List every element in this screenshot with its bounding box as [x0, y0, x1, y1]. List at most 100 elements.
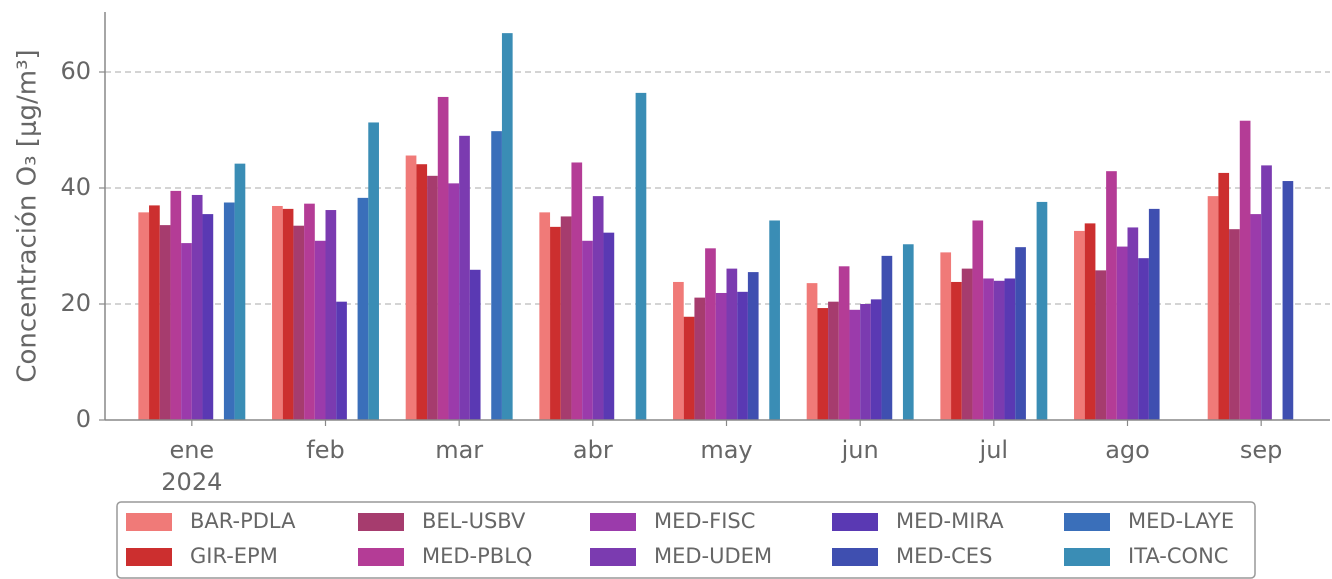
bar: [282, 208, 294, 420]
bar: [149, 205, 160, 420]
x-tick-label: abr: [573, 436, 613, 464]
bar: [828, 301, 839, 420]
bar: [325, 210, 337, 420]
bar: [838, 266, 850, 420]
bar: [1250, 214, 1262, 420]
y-axis-label: Concentración O₃ [μg/m³]: [13, 49, 43, 382]
legend-swatch: [1064, 548, 1110, 566]
legend-label: MED-CES: [896, 544, 992, 568]
bar: [737, 291, 748, 420]
y-tick-label: 40: [60, 173, 91, 201]
bar: [694, 297, 706, 420]
y-tick-label: 0: [76, 405, 91, 433]
bar: [881, 255, 893, 420]
bar: [571, 162, 583, 421]
bar: [860, 304, 871, 420]
bar: [1015, 247, 1026, 420]
y-tick-label: 20: [60, 289, 91, 317]
bar: [993, 280, 1005, 420]
bar: [1229, 229, 1240, 420]
bar: [191, 194, 203, 420]
bar: [1095, 270, 1107, 420]
bar: [849, 309, 861, 420]
bar: [234, 163, 246, 420]
bar: [961, 268, 973, 420]
legend-swatch: [832, 513, 878, 531]
bar: [304, 203, 315, 420]
legend-swatch: [126, 513, 172, 531]
bar: [560, 216, 572, 420]
legend-label: MED-PBLQ: [422, 544, 532, 568]
bar: [448, 183, 460, 420]
bar: [715, 292, 727, 420]
bar: [368, 122, 379, 421]
bar: [1218, 172, 1230, 420]
bar: [673, 281, 684, 420]
x-tick-label: may: [700, 436, 752, 464]
bar: [582, 240, 593, 420]
bar: [501, 33, 513, 420]
bar: [1148, 208, 1160, 420]
bar: [817, 308, 829, 420]
bar: [1138, 258, 1149, 420]
bar: [902, 244, 914, 420]
legend-label: GIR-EPM: [190, 544, 278, 568]
bar: [983, 278, 994, 420]
legend-label: MED-FISC: [654, 509, 755, 533]
legend-label: ITA-CONC: [1128, 544, 1228, 568]
bar: [1106, 171, 1117, 420]
bar: [951, 281, 962, 420]
bar: [405, 155, 417, 420]
legend-swatch: [590, 548, 636, 566]
legend-label: MED-LAYE: [1128, 509, 1234, 533]
bar: [170, 190, 182, 420]
legend-swatch: [358, 513, 404, 531]
bar: [940, 252, 952, 420]
bar: [491, 131, 502, 420]
x-tick-label: sep: [1240, 436, 1283, 464]
bar: [1207, 196, 1219, 420]
legend-swatch: [832, 548, 878, 566]
legend-label: MED-MIRA: [896, 509, 1004, 533]
legend-swatch: [126, 548, 172, 566]
bar: [357, 197, 369, 420]
bar: [1282, 181, 1294, 420]
bar: [870, 299, 882, 420]
x-tick-label: ago: [1105, 436, 1150, 464]
bar: [416, 164, 428, 420]
bar: [202, 214, 214, 420]
bar: [159, 225, 171, 420]
bar: [806, 283, 818, 420]
bar: [293, 225, 305, 420]
x-tick-label: ene: [169, 436, 214, 464]
x-tick-label: jun: [841, 436, 879, 464]
x-tick-sublabel: 2024: [161, 468, 222, 496]
legend-label: MED-UDEM: [654, 544, 772, 568]
bar: [1261, 165, 1272, 420]
bar: [747, 272, 759, 420]
legend-swatch: [590, 513, 636, 531]
bar: [1074, 230, 1085, 420]
bar: [1127, 227, 1139, 420]
legend-swatch: [358, 548, 404, 566]
bar: [683, 316, 695, 420]
bar: [769, 220, 780, 420]
bar: [314, 240, 326, 420]
bar: [272, 205, 283, 420]
bar: [705, 248, 716, 420]
bar: [539, 212, 551, 420]
bar: [592, 196, 604, 420]
x-tick-label: jul: [979, 436, 1009, 464]
y-tick-label: 60: [60, 57, 91, 85]
bar: [469, 269, 481, 420]
legend-label: BAR-PDLA: [190, 509, 296, 533]
bar: [459, 135, 470, 421]
bar: [1036, 201, 1048, 420]
bar: [972, 220, 984, 420]
bar: [437, 96, 449, 420]
bar: [138, 212, 150, 420]
bar: [1239, 120, 1251, 420]
bar: [1004, 278, 1016, 420]
x-tick-label: mar: [435, 436, 483, 464]
